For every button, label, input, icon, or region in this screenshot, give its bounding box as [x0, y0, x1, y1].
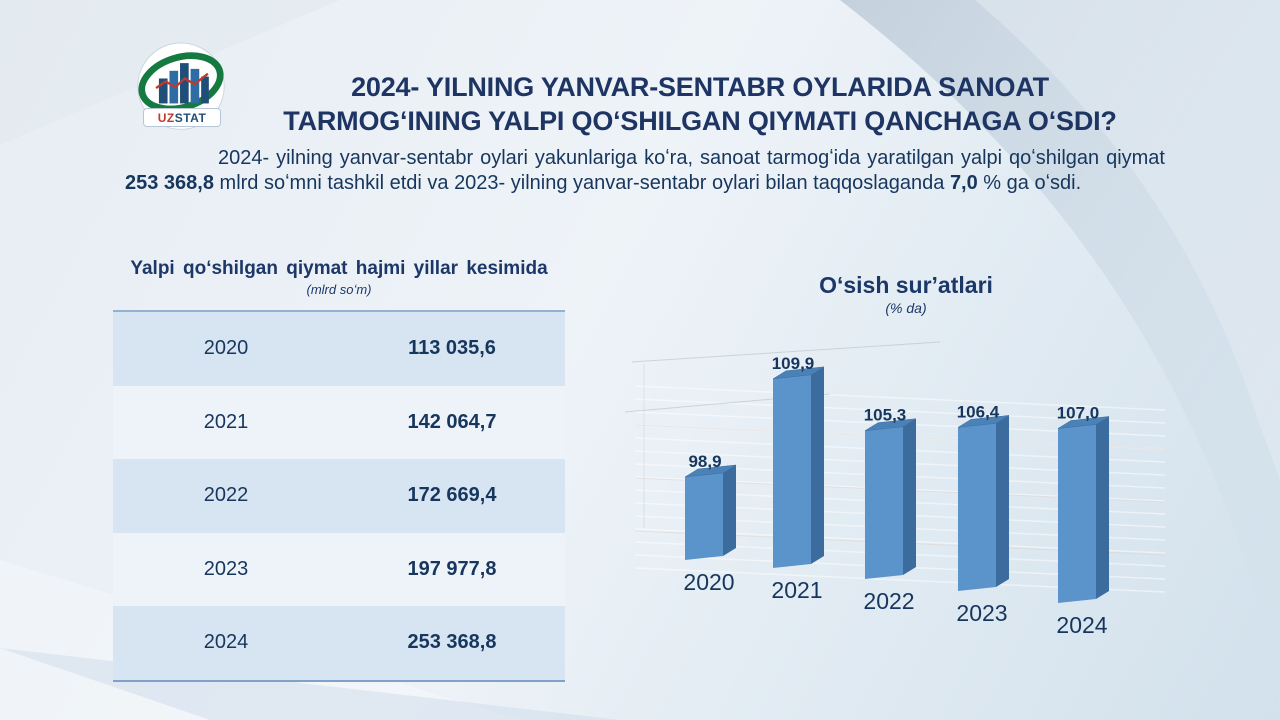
bar-2022: 105,3 2022 [863, 406, 917, 614]
year-cell: 2023 [203, 557, 249, 580]
bar-value-label: 106,4 [957, 402, 1000, 421]
bar-top-face [864, 418, 917, 431]
logo-stat-text: STAT [174, 110, 207, 125]
table-row-2020: 2020 113 035,6 [113, 312, 565, 386]
value-cell: 172 669,4 [407, 484, 497, 507]
uzstat-logo-wordmark: UZ STAT [143, 108, 221, 127]
year-cell: 2020 [203, 337, 249, 360]
chart-title: Oʻsish surʼatlari [819, 272, 993, 298]
year-cell: 2024 [203, 631, 249, 654]
bar-2020: 98,9 2020 [683, 452, 737, 595]
bar-top-face [684, 464, 737, 478]
bar-year-label: 2023 [956, 600, 1007, 626]
bar-side-face [811, 366, 824, 564]
bar-top-face [957, 415, 1010, 428]
bar-side-face [903, 418, 916, 575]
uzstat-logo: UZ STAT [133, 42, 229, 138]
table-row-2023: 2023 197 977,8 [113, 532, 565, 606]
value-table-section: Yalpi qoʻshilgan qiymat hajmi yillar kes… [113, 258, 565, 682]
bar-front-face [685, 473, 723, 560]
bar-value-label: 105,3 [864, 406, 907, 425]
bar-side-face [723, 465, 736, 556]
intro-text: % ga oʻsdi. [977, 172, 1082, 194]
logo-uz-text: UZ [157, 110, 175, 125]
bar-top-face [1057, 416, 1110, 429]
value-cell: 142 064,7 [407, 410, 497, 433]
bar-value-label: 107,0 [1057, 403, 1100, 422]
bar-year-label: 2022 [863, 588, 914, 614]
table-row-2024: 2024 253 368,8 [113, 606, 565, 680]
bar-value-label: 98,9 [688, 452, 721, 471]
bar-front-face [865, 426, 903, 579]
bar-front-face [958, 423, 996, 591]
bar-year-label: 2020 [683, 569, 734, 595]
bar-side-face [1096, 416, 1109, 599]
bar-year-label: 2021 [771, 577, 822, 603]
bar-front-face [1058, 424, 1096, 603]
bar-top-face [772, 366, 825, 380]
page-title-line1: 2024- YILNING YANVAR-SENTABR OYLARIDA SA… [351, 72, 1049, 103]
page-title-line2: TARMOGʻINING YALPI QOʻSHILGAN QIYMATI QA… [283, 106, 1117, 137]
year-value-table: 2020 113 035,6 2021 142 064,7 2022 172 669,4 2… [113, 310, 565, 682]
chart-subtitle: (% da) [885, 300, 927, 316]
axis-wall-line [631, 341, 941, 363]
bar-2021: 109,9 2021 [771, 354, 825, 603]
bar-2023: 106,4 2023 [956, 402, 1010, 626]
intro-value-highlight: 253 368,8 [125, 172, 214, 194]
bar-value-label: 109,9 [772, 354, 815, 373]
bar-front-face [773, 374, 811, 568]
value-cell: 253 368,8 [407, 631, 497, 654]
table-row-2021: 2021 142 064,7 [113, 385, 565, 459]
intro-text: 2024- yilning yanvar-sentabr oylari yaku… [218, 147, 1165, 169]
bar-side-face [996, 415, 1009, 587]
intro-paragraph: 2024- yilning yanvar-sentabr oylari yaku… [125, 146, 1165, 196]
page-title: 2024- YILNING YANVAR-SENTABR OYLARIDA SA… [235, 70, 1165, 138]
table-subtitle: (mlrd soʻm) [306, 282, 372, 297]
uzstat-logo-graphic [137, 42, 225, 130]
bar-2024: 107,0 2024 [1056, 403, 1110, 638]
value-cell: 197 977,8 [407, 557, 497, 580]
growth-bar-chart: 98,9 2020 109,9 2021 105,3 2022 106,4 2023 107,0… [624, 341, 1166, 638]
year-cell: 2021 [203, 410, 249, 433]
year-cell: 2022 [203, 484, 249, 507]
table-title: Yalpi qoʻshilgan qiymat hajmi yillar kes… [130, 258, 548, 279]
intro-growth-highlight: 7,0 [949, 172, 978, 194]
gridline [634, 385, 1166, 411]
bar-year-label: 2024 [1056, 612, 1107, 638]
intro-text: mlrd soʻmni tashkil etdi va 2023- yilnin… [213, 172, 950, 194]
table-row-2022: 2022 172 669,4 [113, 459, 565, 533]
value-cell: 113 035,6 [408, 337, 496, 360]
logo-trend-line [155, 72, 209, 90]
growth-chart-section: Oʻsish surʼatlari (% da) 98,9 2020 109,9 20… [620, 272, 1192, 680]
